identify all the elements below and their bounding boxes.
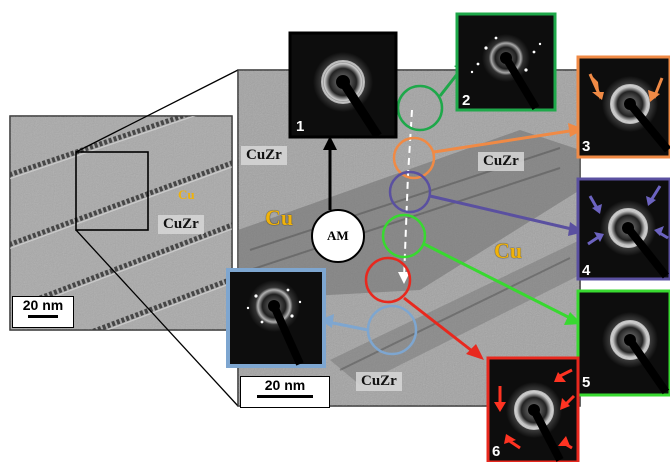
panel-number-2: 2 — [462, 92, 471, 109]
scale-bar-overview: 20 nm — [12, 296, 74, 328]
circle-red — [364, 256, 412, 304]
selected-area-circles — [364, 84, 444, 356]
panel-number-6: 6 — [492, 443, 501, 460]
circle-purple — [388, 170, 432, 214]
diffraction-panel-2 — [455, 12, 557, 112]
scale-bar-main: 20 nm — [240, 376, 330, 408]
label-cuzr-main-top: CuZr — [241, 146, 287, 165]
diffraction-panel-6 — [486, 356, 580, 462]
diffraction-panel-3 — [576, 55, 670, 159]
scale-bar-overview-label: 20 nm — [22, 297, 64, 313]
diffraction-panel-blue — [226, 268, 326, 368]
am-circle — [311, 209, 365, 263]
scale-bar-overview-line — [28, 315, 58, 318]
label-cu-main-left: Cu — [265, 205, 294, 230]
label-am: AM — [327, 228, 349, 243]
zoom-box — [75, 151, 149, 231]
overview-micrograph — [9, 69, 239, 407]
diffraction-panel-4 — [576, 177, 670, 281]
diffraction-panel-1 — [288, 31, 398, 139]
panel-number-1: 1 — [296, 118, 305, 135]
panel-number-5: 5 — [582, 374, 591, 391]
panel-number-3: 3 — [582, 138, 591, 155]
circle-lime — [381, 213, 427, 259]
label-cuzr-overview: CuZr — [158, 215, 204, 234]
label-cu-main-right: Cu — [494, 238, 523, 263]
label-cuzr-main-right: CuZr — [478, 152, 524, 171]
diffraction-panel-5 — [576, 289, 670, 397]
scale-bar-main-label: 20 nm — [264, 377, 306, 393]
label-cuzr-main-bottom: CuZr — [356, 372, 402, 391]
panel-number-4: 4 — [582, 262, 591, 279]
label-cu-overview: Cu — [178, 187, 195, 202]
circle-green — [396, 84, 444, 132]
scale-bar-main-line — [257, 395, 313, 398]
circle-orange — [392, 136, 436, 180]
